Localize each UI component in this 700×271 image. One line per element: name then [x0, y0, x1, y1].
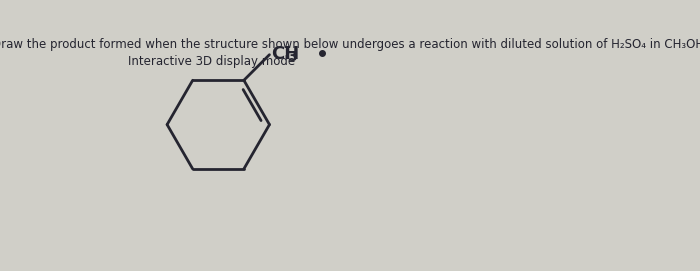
Text: 3: 3 — [288, 50, 297, 64]
Text: Draw the product formed when the structure shown below undergoes a reaction with: Draw the product formed when the structu… — [0, 38, 700, 51]
Text: Interactive 3D display mode: Interactive 3D display mode — [128, 54, 295, 67]
Text: CH: CH — [271, 45, 299, 63]
